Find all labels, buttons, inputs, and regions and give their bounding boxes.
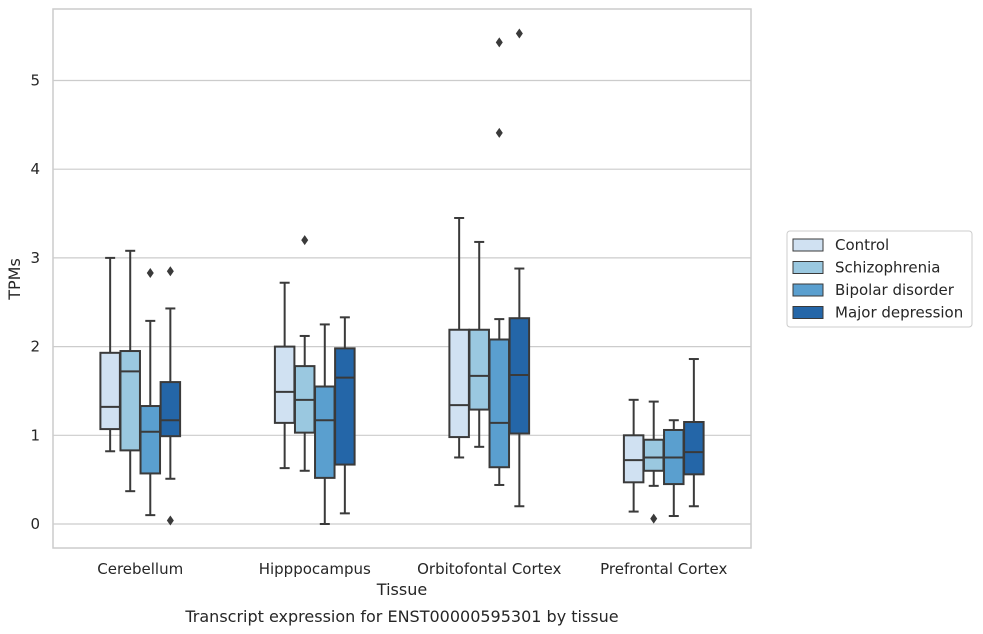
box-iqr: [683, 420, 705, 476]
box-group: [159, 266, 182, 526]
x-tick-labels: Cerebellum Hipppocampus Orbitofontal Corte…: [97, 560, 727, 578]
box-iqr: [159, 381, 182, 438]
y-tick-label: 2: [30, 338, 40, 356]
box-group: [293, 235, 316, 472]
box-iqr: [488, 338, 511, 469]
box-iqr: [139, 405, 162, 475]
plot-frame: [52, 8, 752, 549]
legend-swatch: [792, 261, 824, 274]
boxes: [99, 28, 705, 526]
outlier-point: [650, 513, 658, 524]
chart-caption: Transcript expression for ENST0000059530…: [184, 607, 618, 626]
outlier-point: [495, 37, 503, 48]
y-tick-label: 5: [30, 72, 40, 90]
box-group: [99, 256, 121, 453]
x-tick-label: Cerebellum: [97, 560, 183, 578]
x-tick-label: Orbitofontal Cortex: [417, 560, 561, 578]
box-group: [139, 267, 162, 517]
outlier-point: [166, 515, 174, 526]
x-tick-label: Prefrontal Cortex: [600, 560, 727, 578]
legend-label: Control: [835, 236, 889, 254]
box-iqr: [273, 345, 296, 424]
box-iqr: [622, 434, 645, 484]
outlier-point: [146, 267, 154, 278]
legend-swatch: [792, 238, 824, 252]
legend-frame: [786, 230, 973, 328]
outlier-point: [166, 266, 174, 277]
box-group: [119, 249, 141, 493]
y-axis-title: TPMs: [5, 258, 24, 301]
outlier-point: [515, 28, 523, 39]
box-group: [334, 316, 356, 515]
legend: Control Schizophrenia Bipolar disorder Majo…: [786, 230, 973, 328]
y-tick-label: 1: [30, 426, 40, 444]
x-tick-label: Hipppocampus: [259, 560, 371, 578]
box-iqr: [448, 328, 470, 439]
box-group: [642, 400, 665, 524]
y-tick-label: 4: [30, 160, 40, 178]
y-tick-label: 0: [30, 515, 40, 533]
box-group: [448, 216, 470, 459]
legend-label: Major depression: [835, 304, 963, 322]
y-tick-label: 3: [30, 249, 40, 267]
y-tick-labels: 0 1 2 3 4 5: [30, 72, 40, 534]
legend-label: Schizophrenia: [835, 259, 940, 277]
box-iqr: [468, 328, 490, 411]
outlier-point: [301, 235, 309, 246]
box-iqr: [642, 438, 665, 472]
box-iqr: [314, 385, 336, 479]
x-axis-title: Tissue: [376, 580, 427, 599]
legend-swatch: [792, 283, 824, 297]
box-iqr: [334, 347, 356, 466]
box-group: [683, 358, 705, 508]
outlier-point: [495, 127, 503, 138]
box-group: [508, 28, 531, 508]
box-iqr: [99, 351, 121, 431]
legend-swatch: [792, 306, 824, 319]
box-iqr: [119, 350, 141, 452]
legend-label: Bipolar disorder: [835, 281, 955, 299]
